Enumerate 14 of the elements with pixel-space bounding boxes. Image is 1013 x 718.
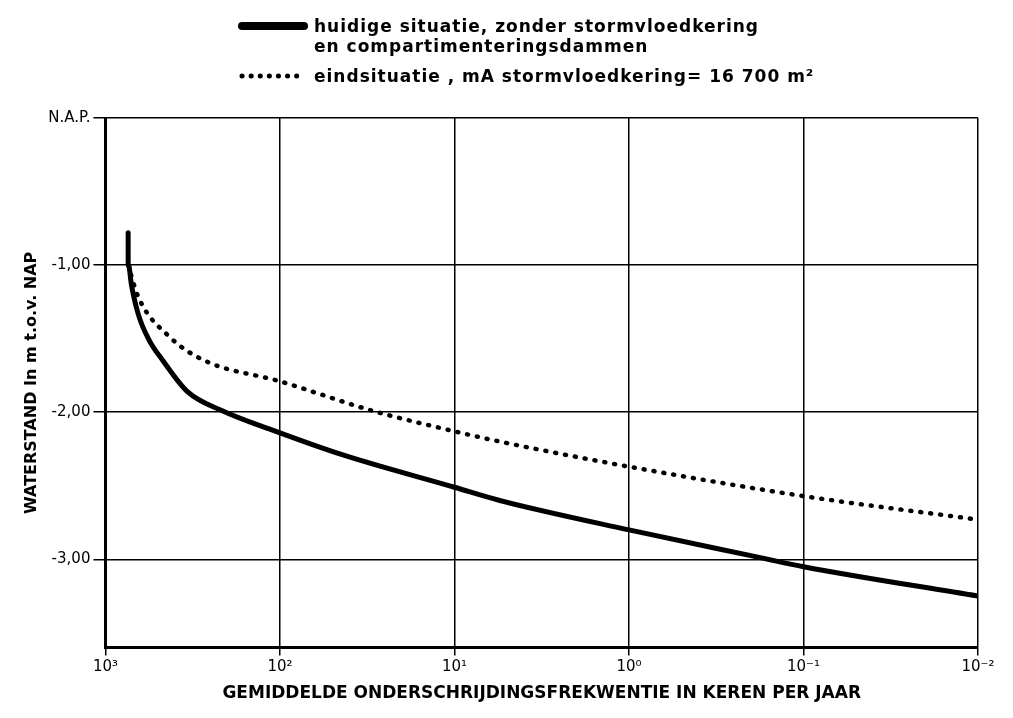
- y-tick-label: N.A.P.: [48, 107, 91, 126]
- y-tick-label: -2,00: [51, 402, 91, 421]
- legend-label: eindsituatie , mA stormvloedkering= 16 700 m²: [314, 66, 815, 86]
- x-tick-label: 10²: [267, 657, 293, 676]
- legend-label: huidige situatie, zonder stormvloedkering en compartimenteringsdammen: [314, 16, 759, 56]
- x-tick-label: 10⁰: [616, 657, 642, 676]
- x-tick-label: 10³: [92, 657, 118, 676]
- y-tick-label: -1,00: [51, 255, 91, 273]
- x-tick-label: 10⁻¹: [786, 657, 820, 676]
- x-tick-label: 10⁻²: [961, 657, 995, 676]
- x-tick-label: 10¹: [441, 657, 468, 676]
- y-axis-title: WATERSTAND In m t.o.v. NAP: [20, 251, 40, 514]
- x-axis-title: GEMIDDELDE ONDERSCHRIJDINGSFREKWENTIE IN KEREN PER JAAR: [222, 682, 862, 703]
- y-tick-label: -3,00: [51, 549, 91, 568]
